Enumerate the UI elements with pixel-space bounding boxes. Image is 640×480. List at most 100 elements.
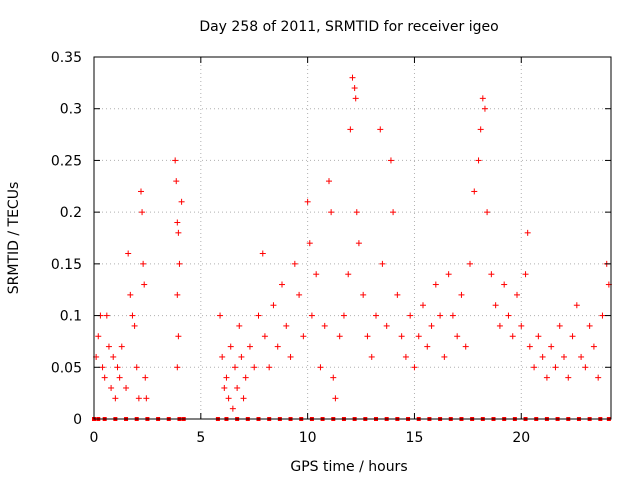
x-tick-label: 10 xyxy=(299,430,317,446)
data-point xyxy=(174,291,181,298)
data-point xyxy=(509,333,516,340)
data-point xyxy=(101,374,108,381)
data-point xyxy=(420,302,426,309)
data-point xyxy=(112,395,119,402)
data-point xyxy=(172,157,179,164)
data-point xyxy=(238,353,245,360)
data-point xyxy=(492,302,499,309)
data-point xyxy=(479,95,486,102)
data-point xyxy=(355,240,362,247)
data-point xyxy=(336,333,343,340)
data-point xyxy=(353,209,360,216)
data-point xyxy=(360,291,367,298)
data-point xyxy=(402,353,409,360)
data-point xyxy=(595,374,602,381)
y-tick-label: 0.1 xyxy=(60,309,82,325)
data-point xyxy=(586,322,593,329)
data-point xyxy=(590,343,597,350)
x-tick-label: 0 xyxy=(90,430,99,446)
data-point xyxy=(142,374,149,381)
data-point xyxy=(330,374,337,381)
data-point xyxy=(424,343,431,350)
data-point xyxy=(543,374,550,381)
data-point xyxy=(481,105,488,112)
data-point xyxy=(390,209,397,216)
data-point xyxy=(471,188,478,195)
data-point xyxy=(477,126,484,133)
data-point xyxy=(467,260,473,267)
data-point xyxy=(349,74,356,81)
data-point xyxy=(394,291,401,298)
data-point xyxy=(127,291,134,298)
data-point xyxy=(114,364,121,371)
data-point xyxy=(255,312,262,319)
data-point xyxy=(217,312,224,319)
data-point xyxy=(522,271,529,278)
data-point xyxy=(535,333,542,340)
data-point xyxy=(332,395,339,402)
data-point xyxy=(377,126,384,133)
chart-title: Day 258 of 2011, SRMTID for receiver ige… xyxy=(199,19,498,35)
data-point xyxy=(261,333,268,340)
data-point xyxy=(173,178,180,185)
x-tick-label: 15 xyxy=(406,430,424,446)
data-point xyxy=(118,343,125,350)
data-point xyxy=(321,322,328,329)
axis-ticks: 0 5 10 15 20 0 0.05 0.1 0.15 0.2 0.25 0.3 0.35 xyxy=(51,50,611,446)
plot-frame xyxy=(93,56,612,420)
data-point xyxy=(246,343,253,350)
data-point xyxy=(368,353,375,360)
data-point xyxy=(565,374,572,381)
data-point xyxy=(411,364,418,371)
data-point xyxy=(140,260,147,267)
data-point xyxy=(488,271,495,278)
x-tick-label: 20 xyxy=(512,430,530,446)
data-point xyxy=(129,312,136,319)
data-point xyxy=(274,343,281,350)
data-point xyxy=(505,312,512,319)
data-point xyxy=(383,322,390,329)
data-point xyxy=(526,343,533,350)
data-point xyxy=(462,343,469,350)
data-point xyxy=(347,126,354,133)
data-point xyxy=(259,250,266,257)
data-point xyxy=(300,333,307,340)
data-point xyxy=(236,322,243,329)
data-point xyxy=(287,353,294,360)
data-point xyxy=(340,312,347,319)
data-point xyxy=(223,374,230,381)
data-point xyxy=(454,333,461,340)
data-point xyxy=(364,333,371,340)
data-points xyxy=(92,74,612,421)
data-point xyxy=(229,405,236,412)
data-point xyxy=(133,364,140,371)
data-point xyxy=(225,395,232,402)
data-point xyxy=(291,260,298,267)
data-point xyxy=(306,240,313,247)
y-tick-label: 0.25 xyxy=(51,153,82,169)
data-point xyxy=(328,209,335,216)
data-point xyxy=(240,395,247,402)
data-point xyxy=(116,374,123,381)
data-point xyxy=(445,271,452,278)
data-point xyxy=(326,178,332,185)
data-point xyxy=(552,364,559,371)
y-tick-label: 0.35 xyxy=(51,50,82,66)
y-tick-label: 0.2 xyxy=(60,205,82,221)
data-point xyxy=(175,229,182,236)
data-point xyxy=(496,322,503,329)
data-point xyxy=(135,395,142,402)
data-point xyxy=(373,312,379,319)
data-point xyxy=(125,250,132,257)
data-point xyxy=(131,322,138,329)
y-tick-label: 0.3 xyxy=(60,102,82,118)
data-point xyxy=(139,209,146,216)
data-point xyxy=(174,364,181,371)
x-tick-label: 5 xyxy=(196,430,205,446)
data-point xyxy=(458,291,465,298)
data-point xyxy=(569,333,576,340)
data-point xyxy=(449,312,456,319)
data-point xyxy=(108,384,115,391)
data-point xyxy=(105,343,112,350)
